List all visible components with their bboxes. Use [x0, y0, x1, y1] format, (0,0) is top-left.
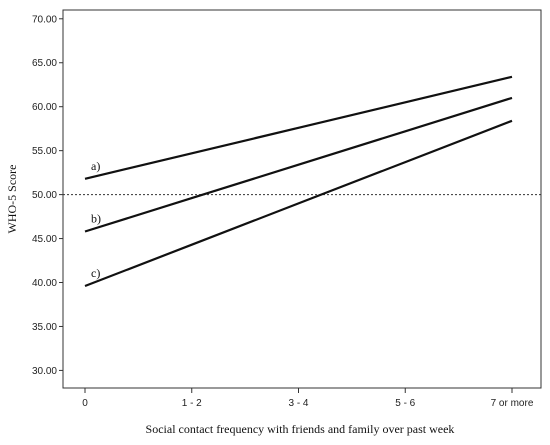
series-line: [84, 119, 513, 288]
y-tick-label: 40.00: [32, 278, 57, 289]
y-tick-label: 65.00: [32, 58, 57, 69]
y-axis-title: WHO-5 Score: [5, 165, 19, 234]
series-line: [84, 75, 513, 180]
series-line: [84, 96, 513, 233]
x-tick-label: 1 - 2: [182, 398, 202, 409]
x-tick-label: 5 - 6: [395, 398, 415, 409]
y-tick-label: 50.00: [32, 190, 57, 201]
x-axis: 0 1 - 2 3 - 4 5 - 6 7 or more: [82, 388, 534, 409]
series-lines: a) b) c): [84, 75, 513, 288]
series-label: b): [91, 212, 101, 226]
x-tick-label: 3 - 4: [288, 398, 308, 409]
y-tick-label: 45.00: [32, 234, 57, 245]
y-axis: 30.00 35.00 40.00 45.00 50.00 55.00 60.00 65.00…: [32, 14, 63, 377]
series-label: a): [91, 159, 100, 173]
y-tick-label: 55.00: [32, 146, 57, 157]
x-tick-label: 7 or more: [491, 398, 534, 409]
series-label: c): [91, 266, 100, 280]
y-tick-label: 70.00: [32, 14, 57, 25]
plot-frame: [62, 9, 542, 389]
x-tick-label: 0: [82, 398, 88, 409]
y-tick-label: 60.00: [32, 102, 57, 113]
y-tick-label: 35.00: [32, 322, 57, 333]
x-axis-title: Social contact frequency with friends an…: [146, 422, 455, 436]
y-tick-label: 30.00: [32, 366, 57, 377]
